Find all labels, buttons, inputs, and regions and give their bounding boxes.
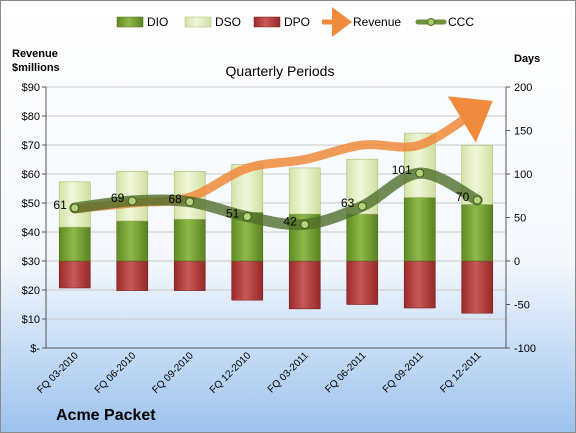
ccc-point <box>300 219 310 229</box>
y-right-tick-label: 100 <box>514 169 532 181</box>
legend-label-dso: DSO <box>215 15 241 29</box>
ccc-point <box>127 196 137 206</box>
bar-dio <box>461 204 494 262</box>
y-left-tick-label: $60 <box>22 169 40 181</box>
y-left-tick-label: $90 <box>22 82 40 94</box>
ccc-point <box>357 201 367 211</box>
ccc-data-label: 51 <box>226 207 240 221</box>
ccc-data-label: 70 <box>456 190 470 204</box>
bar-dio <box>58 226 91 262</box>
ccc-point <box>415 168 425 178</box>
y-left-ticks: $- $10 $20 $30 $40 $50 $60 $70 $80 $90 <box>22 82 46 355</box>
y-left-tick-label: $10 <box>22 314 40 326</box>
bar-dpo <box>173 260 206 291</box>
y-right-tick-label: -100 <box>514 343 536 355</box>
bar-dpo <box>231 260 264 301</box>
ccc-point <box>185 197 195 207</box>
y-right-label: Days <box>514 53 540 65</box>
ccc-point <box>70 203 80 213</box>
y-right-tick-label: -50 <box>514 300 530 312</box>
ccc-point <box>242 212 252 222</box>
axes <box>45 87 507 349</box>
legend-swatch-dio <box>116 16 144 28</box>
y-right-tick-label: 0 <box>514 256 520 268</box>
y-left-tick-label: $- <box>30 343 40 355</box>
bar-dpo <box>58 260 91 289</box>
ccc-data-label: 61 <box>53 198 67 212</box>
bar-dpo <box>288 260 321 310</box>
y-left-tick-label: $50 <box>22 198 40 210</box>
y-left-label-line1: Revenue <box>12 48 58 60</box>
legend: DIO DSO DPO Revenue CCC <box>116 7 474 37</box>
y-left-tick-label: $30 <box>22 256 40 268</box>
y-right-tick-label: 200 <box>514 82 532 94</box>
ccc-data-label: 68 <box>168 192 182 206</box>
company-name: Acme Packet <box>56 407 156 424</box>
y-left-tick-label: $80 <box>22 111 40 123</box>
ccc-data-label: 63 <box>341 196 355 210</box>
legend-swatch-dso <box>184 16 212 28</box>
bar-dpo <box>346 260 379 305</box>
bar-dpo <box>403 260 436 309</box>
bar-dpo <box>461 260 494 314</box>
bar-dio <box>346 213 379 262</box>
y-right-ticks: -100 -50 0 50 100 150 200 <box>506 82 536 355</box>
ccc-series: 61 69 68 51 42 63 101 70 <box>53 163 483 231</box>
legend-marker-ccc <box>427 18 435 26</box>
ccc-point <box>472 195 482 205</box>
y-left-label-line2: $millions <box>12 62 60 74</box>
legend-label-revenue: Revenue <box>353 15 401 29</box>
ccc-data-label: 42 <box>283 214 297 228</box>
bar-dio <box>403 197 436 262</box>
legend-label-dpo: DPO <box>284 15 310 29</box>
legend-swatch-dpo <box>253 16 281 28</box>
legend-label-dio: DIO <box>147 15 168 29</box>
chart-title: Quarterly Periods <box>226 63 335 79</box>
bar-dio <box>116 220 149 262</box>
ccc-data-label: 101 <box>392 163 412 177</box>
legend-label-ccc: CCC <box>448 15 474 29</box>
y-right-tick-label: 150 <box>514 126 532 138</box>
bar-dso <box>288 167 321 215</box>
y-left-tick-label: $70 <box>22 140 40 152</box>
bar-dpo <box>116 260 149 291</box>
ccc-data-label: 69 <box>111 191 125 205</box>
y-left-tick-label: $40 <box>22 227 40 239</box>
bar-dio <box>173 218 206 262</box>
y-left-tick-label: $20 <box>22 285 40 297</box>
y-right-tick-label: 50 <box>514 213 526 225</box>
